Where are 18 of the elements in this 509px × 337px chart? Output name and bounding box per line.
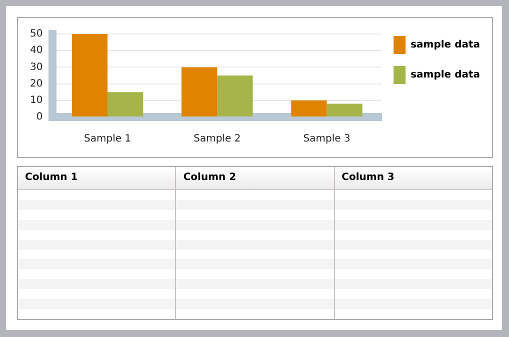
legend-label: sample data <box>410 40 480 51</box>
bar <box>217 76 253 116</box>
bar <box>182 67 218 116</box>
bar <box>72 34 108 116</box>
y-tick-label: 0 <box>36 112 43 123</box>
bar <box>108 92 144 116</box>
bar <box>326 104 362 116</box>
legend-label: sample data <box>410 70 480 81</box>
x-tick-label: Sample 3 <box>303 134 350 145</box>
y-tick-label: 40 <box>30 45 43 56</box>
empty-table: Column 1 Column 2 Column 3 <box>17 166 493 320</box>
y-tick-label: 30 <box>30 62 43 73</box>
y-tick-label: 10 <box>30 94 43 106</box>
y-tick-label: 20 <box>30 78 43 90</box>
y-tick-label: 50 <box>30 28 43 40</box>
x-tick-label: Sample 2 <box>194 134 241 145</box>
x-tick-label: Sample 1 <box>84 134 132 145</box>
bar <box>291 100 327 116</box>
